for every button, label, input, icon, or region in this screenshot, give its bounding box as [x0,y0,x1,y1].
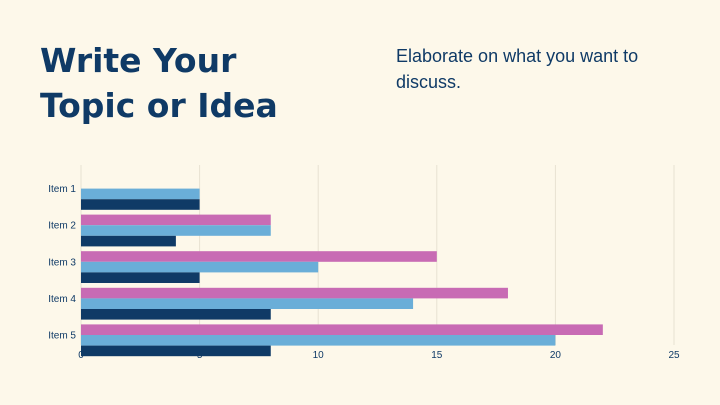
category-label: Item 2 [48,221,76,232]
x-tick-labels: 0 5 10 15 20 25 [78,350,680,361]
bar-item-4-s1 [81,287,508,299]
bar-item-4-s2 [81,298,414,309]
category-label: Item 5 [48,331,76,342]
category-label: Item 1 [48,184,76,195]
category-label: Item 4 [48,294,76,305]
bar-item-2-s2 [81,225,271,236]
bar-item-5-s1 [81,324,603,335]
bar-item-1-s3 [81,199,200,210]
x-tick-label: 0 [78,350,84,361]
slide-subtitle: Elaborate on what you want to discuss. [396,46,639,92]
x-tick-label: 25 [668,350,680,361]
x-tick-label: 5 [197,350,203,361]
bar-item-2-s3 [81,235,176,247]
bar-item-4-s3 [81,309,271,320]
category-label: Item 3 [48,257,76,268]
bar-item-2-s1 [81,214,271,226]
category-labels: Item 1 Item 2 Item 3 Item 4 Item 5 [48,184,76,341]
x-tick-label: 20 [550,350,562,361]
bar-item-3-s1 [81,251,437,262]
bar-item-1-s2 [81,188,200,200]
x-tick-label: 15 [431,350,443,361]
bars [81,188,603,357]
slide-title: Write Your Topic or Idea [40,41,278,125]
bar-item-3-s3 [81,272,200,283]
bar-item-3-s2 [81,261,319,273]
bar-item-5-s3 [81,345,271,357]
x-tick-label: 10 [313,350,325,361]
bar-item-5-s2 [81,335,556,346]
